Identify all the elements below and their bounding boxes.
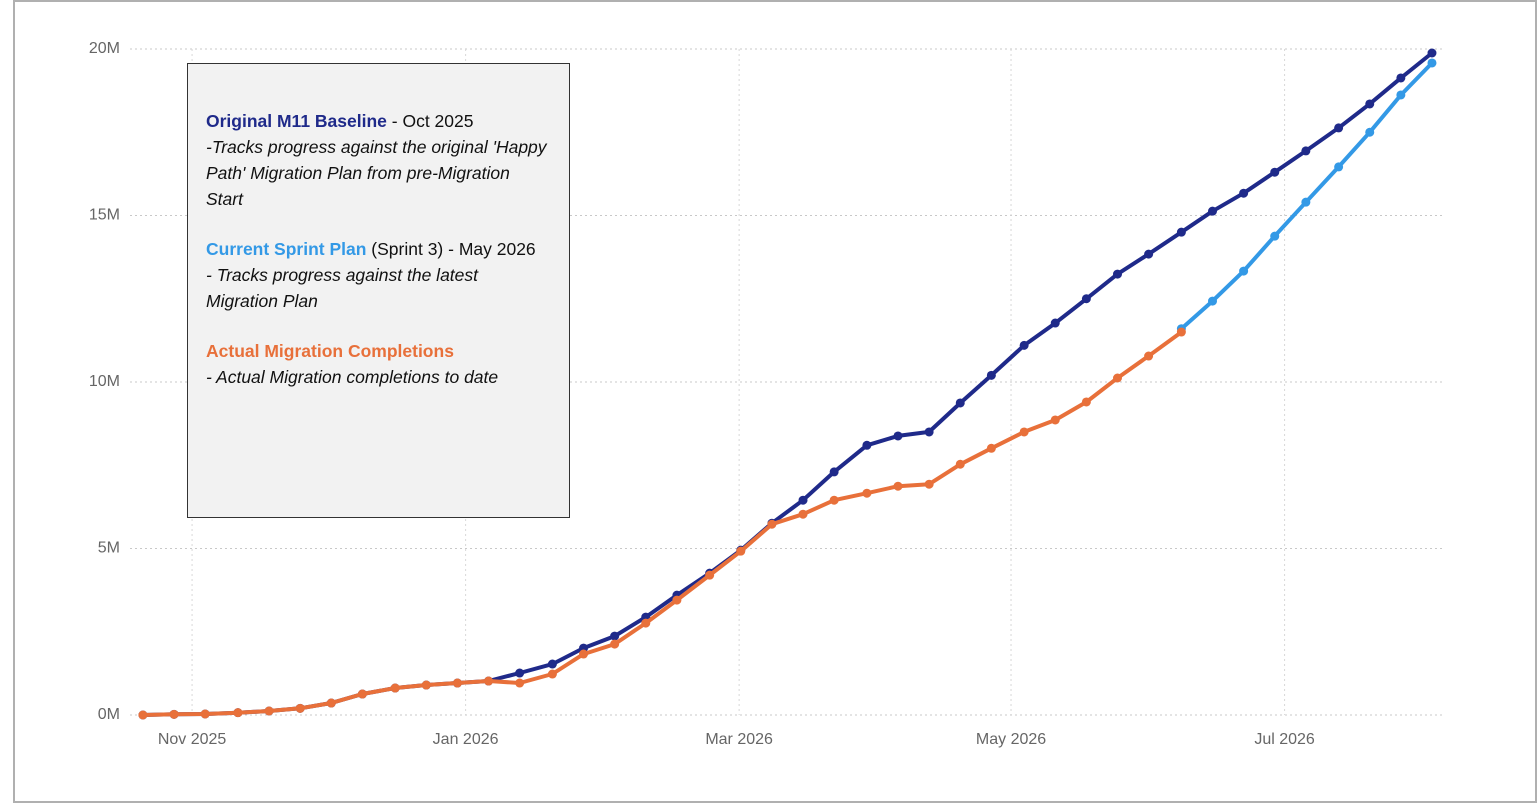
legend-suffix: - Oct 2025 bbox=[386, 111, 474, 131]
data-point bbox=[955, 459, 965, 469]
y-tick-label: 0M bbox=[98, 706, 120, 723]
data-point bbox=[1270, 167, 1280, 177]
data-point bbox=[924, 427, 934, 437]
data-point bbox=[515, 668, 525, 678]
data-point bbox=[295, 703, 305, 713]
data-point bbox=[862, 488, 872, 498]
data-point bbox=[547, 659, 557, 669]
y-tick-label: 20M bbox=[89, 40, 120, 57]
data-point bbox=[610, 631, 620, 641]
x-tick-label: Jul 2026 bbox=[1254, 731, 1315, 748]
data-point bbox=[200, 709, 210, 719]
data-point bbox=[1396, 73, 1406, 83]
data-point bbox=[138, 710, 148, 720]
legend-entry: Actual Migration Completions - Actual Mig… bbox=[206, 338, 551, 390]
data-point bbox=[1270, 231, 1280, 241]
legend-name: Actual Migration Completions bbox=[206, 341, 454, 361]
x-tick-label: Mar 2026 bbox=[705, 731, 773, 748]
data-point bbox=[1081, 397, 1091, 407]
legend-box: Original M11 Baseline - Oct 2025 -Tracks … bbox=[187, 63, 570, 518]
data-point bbox=[610, 639, 620, 649]
data-point bbox=[1365, 99, 1375, 109]
data-point bbox=[798, 509, 808, 519]
y-tick-label: 10M bbox=[89, 373, 120, 390]
data-point bbox=[1019, 340, 1029, 350]
data-point bbox=[579, 649, 589, 659]
legend-name: Current Sprint Plan bbox=[206, 239, 367, 259]
data-point bbox=[1144, 249, 1154, 259]
x-tick-label: May 2026 bbox=[976, 731, 1046, 748]
data-point bbox=[829, 495, 839, 505]
data-point bbox=[326, 698, 336, 708]
data-point bbox=[1334, 162, 1344, 172]
data-point bbox=[1208, 296, 1217, 306]
data-point bbox=[515, 678, 525, 688]
data-point bbox=[924, 479, 934, 489]
data-point bbox=[547, 669, 557, 679]
data-point bbox=[1239, 266, 1249, 276]
data-point bbox=[955, 398, 965, 408]
series-line bbox=[142, 330, 1183, 717]
data-point bbox=[390, 683, 400, 693]
data-point bbox=[893, 481, 903, 491]
data-point bbox=[1050, 415, 1060, 425]
legend-description: - Actual Migration completions to date bbox=[206, 367, 499, 387]
legend-description: -Tracks progress against the original 'H… bbox=[206, 137, 547, 209]
data-point bbox=[829, 467, 839, 477]
series-line bbox=[1180, 61, 1434, 331]
y-tick-label: 15M bbox=[89, 207, 120, 224]
data-point bbox=[1239, 188, 1249, 198]
data-point bbox=[484, 676, 494, 686]
data-point bbox=[1365, 127, 1375, 137]
data-point bbox=[798, 495, 808, 505]
data-point bbox=[1427, 58, 1437, 68]
data-point bbox=[169, 709, 179, 719]
data-point bbox=[1396, 90, 1406, 100]
data-point bbox=[736, 546, 746, 556]
x-tick-label: Jan 2026 bbox=[433, 731, 499, 748]
legend-name: Original M11 Baseline bbox=[206, 111, 387, 131]
data-point bbox=[767, 519, 777, 529]
data-point bbox=[1334, 123, 1344, 133]
data-point bbox=[1301, 197, 1311, 207]
data-point bbox=[452, 678, 462, 688]
data-point bbox=[264, 706, 274, 716]
data-point bbox=[705, 570, 715, 580]
data-point bbox=[986, 443, 996, 453]
data-point bbox=[1050, 318, 1060, 328]
data-point bbox=[1301, 146, 1311, 156]
data-point bbox=[1019, 427, 1029, 437]
legend-suffix: (Sprint 3) - May 2026 bbox=[366, 239, 536, 259]
data-point bbox=[1208, 206, 1217, 216]
frame bbox=[13, 0, 1537, 803]
data-point bbox=[862, 440, 872, 450]
data-point bbox=[1176, 227, 1186, 237]
y-tick-label: 5M bbox=[98, 540, 120, 557]
data-point bbox=[672, 595, 682, 605]
data-point bbox=[1176, 327, 1186, 337]
data-point bbox=[893, 431, 903, 441]
data-point bbox=[233, 708, 243, 718]
legend-entry: Current Sprint Plan (Sprint 3) - May 202… bbox=[206, 236, 551, 314]
legend-description: - Tracks progress against the latest Mig… bbox=[206, 265, 479, 311]
data-point bbox=[1144, 351, 1154, 361]
data-point bbox=[421, 680, 431, 690]
data-point bbox=[1427, 48, 1437, 58]
data-point bbox=[357, 689, 367, 699]
data-point bbox=[1081, 294, 1091, 304]
data-point bbox=[1113, 373, 1122, 383]
legend-entry: Original M11 Baseline - Oct 2025 -Tracks … bbox=[206, 108, 551, 212]
data-point bbox=[1113, 269, 1122, 279]
data-point bbox=[641, 618, 651, 628]
x-tick-label: Nov 2025 bbox=[158, 731, 227, 748]
data-point bbox=[986, 370, 996, 380]
